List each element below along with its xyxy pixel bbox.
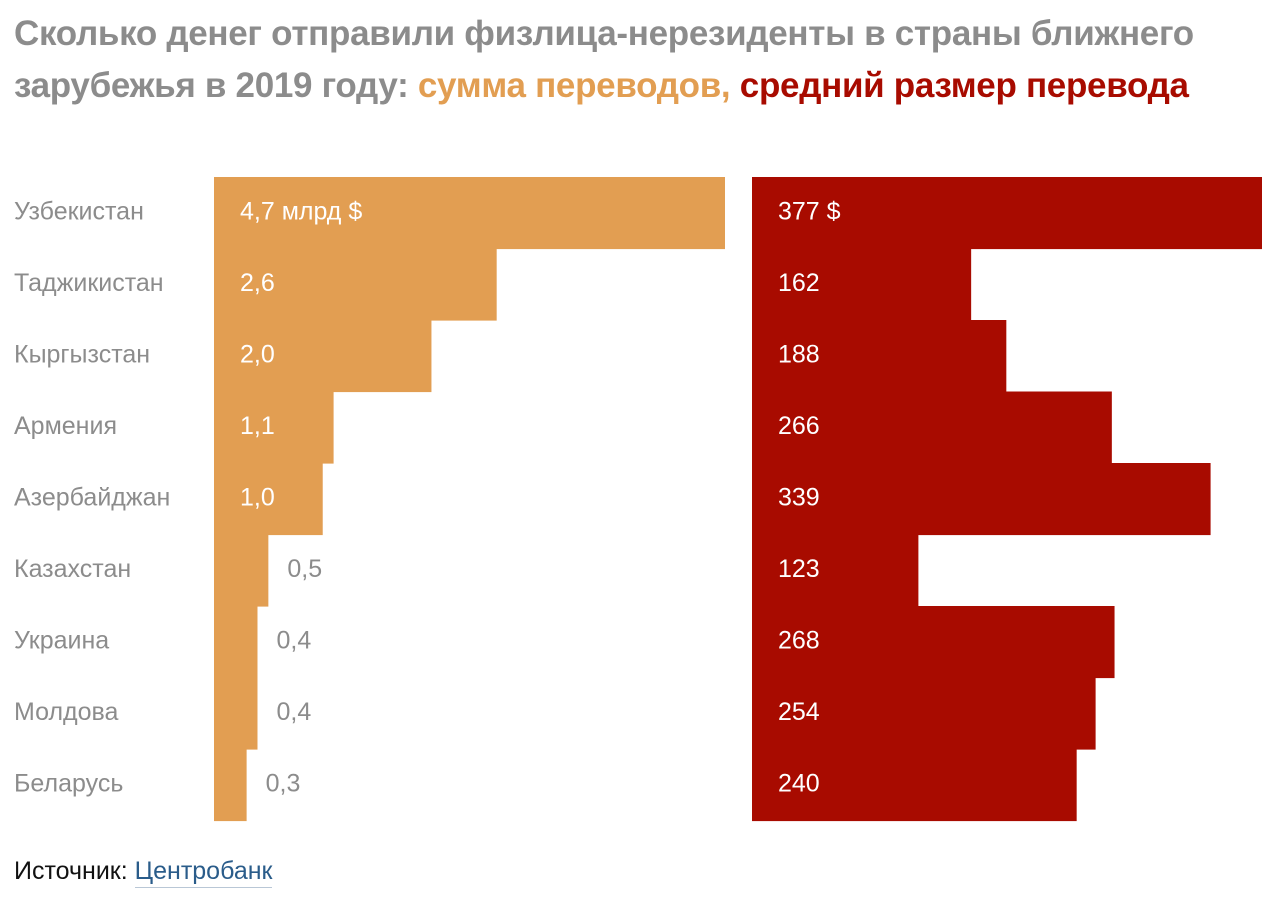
- average-value-label: 240: [778, 769, 820, 797]
- amount-value-label: 2,0: [240, 340, 275, 368]
- country-label: Армения: [14, 412, 117, 440]
- average-value-label: 268: [778, 626, 820, 654]
- country-label: Таджикистан: [14, 269, 164, 297]
- average-bar: [752, 391, 1112, 464]
- source-line: Источник: Центробанк: [14, 857, 273, 888]
- country-label: Молдова: [14, 698, 119, 726]
- amount-bar: [214, 749, 247, 822]
- amount-bar: [214, 320, 432, 393]
- amount-value-label: 0,4: [276, 698, 311, 726]
- amount-bar: [214, 606, 258, 679]
- average-value-label: 266: [778, 412, 820, 440]
- amount-bar: [214, 248, 497, 321]
- average-value-label: 162: [778, 269, 820, 297]
- average-value-label: 339: [778, 483, 820, 511]
- average-value-label: 377 $: [778, 197, 841, 225]
- country-label: Беларусь: [14, 769, 123, 797]
- amount-bar: [214, 463, 323, 536]
- title-part-main: Сколько денег отправили физлица-нерезиде…: [14, 14, 1194, 105]
- amount-value-label: 0,4: [276, 626, 311, 654]
- title-part-average: средний размер перевода: [739, 66, 1189, 105]
- country-label: Кыргызстан: [14, 340, 150, 368]
- amount-value-label: 0,3: [266, 769, 301, 797]
- bar-chart: Узбекистан 4,7 млрд $ 377 $ Таджикистан 2,6 1…: [14, 177, 1262, 822]
- amount-value-label: 1,1: [240, 412, 275, 440]
- average-bar: [752, 749, 1077, 822]
- amount-bar: [214, 391, 334, 464]
- amount-value-label: 2,6: [240, 269, 275, 297]
- average-bar: [752, 463, 1211, 536]
- average-bar: [752, 177, 1262, 250]
- source-link[interactable]: Центробанк: [134, 857, 273, 888]
- average-bar: [752, 606, 1115, 679]
- source-label: Источник:: [14, 857, 128, 885]
- amount-value-label: 4,7 млрд $: [240, 197, 362, 225]
- amount-value-label: 0,5: [287, 555, 322, 583]
- amount-bar: [214, 534, 269, 607]
- amount-bar: [214, 177, 725, 250]
- country-label: Узбекистан: [14, 197, 144, 225]
- average-value-label: 123: [778, 555, 820, 583]
- average-bar: [752, 320, 1007, 393]
- country-label: Азербайджан: [14, 483, 170, 511]
- average-bar: [752, 677, 1096, 750]
- title-part-amount: сумма переводов,: [417, 66, 731, 105]
- average-value-label: 254: [778, 698, 820, 726]
- country-label: Украина: [14, 626, 109, 654]
- average-bar: [752, 534, 919, 607]
- amount-value-label: 1,0: [240, 483, 275, 511]
- average-value-label: 188: [778, 340, 820, 368]
- country-label: Казахстан: [14, 555, 131, 583]
- average-bar: [752, 248, 972, 321]
- amount-bar: [214, 677, 258, 750]
- chart-title: Сколько денег отправили физлица-нерезиде…: [14, 8, 1264, 112]
